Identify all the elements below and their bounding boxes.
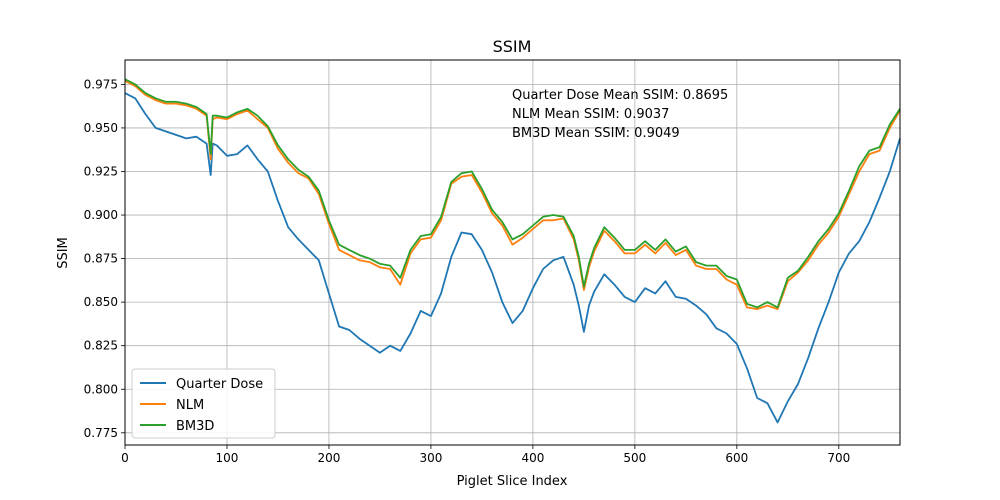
- y-tick-label: 0.800: [84, 382, 118, 396]
- series-line-bm3d: [124, 78, 901, 309]
- y-axis-label: SSIM: [56, 237, 71, 269]
- y-tick-label: 0.775: [84, 426, 118, 440]
- legend-label-bm3d: BM3D: [176, 419, 214, 434]
- chart-title: SSIM: [493, 37, 532, 56]
- x-tick-label: 0: [121, 451, 129, 465]
- x-tick-label: 500: [623, 451, 646, 465]
- axis-ticks: 0 100 200 300 400 500 600 700 0.775 0.800 0.825 0.8…: [84, 77, 851, 465]
- legend: Quarter Dose NLM BM3D: [131, 368, 276, 439]
- x-tick-label: 400: [521, 451, 544, 465]
- y-tick-label: 0.850: [84, 295, 118, 309]
- legend-label-nlm: NLM: [176, 398, 204, 413]
- x-tick-label: 200: [317, 451, 340, 465]
- x-axis-label: Piglet Slice Index: [457, 474, 568, 489]
- annotation-nlm: NLM Mean SSIM: 0.9037: [512, 107, 669, 122]
- y-tick-label: 0.825: [84, 339, 118, 353]
- legend-box: [131, 368, 276, 439]
- y-tick-label: 0.975: [84, 77, 118, 91]
- annotation-block: Quarter Dose Mean SSIM: 0.8695 NLM Mean …: [512, 88, 728, 141]
- series-lines: [124, 78, 901, 424]
- series-line-quarter-dose: [124, 92, 901, 424]
- y-tick-label: 0.900: [84, 208, 118, 222]
- y-tick-label: 0.875: [84, 252, 118, 266]
- annotation-quarter-dose: Quarter Dose Mean SSIM: 0.8695: [512, 88, 728, 103]
- x-tick-label: 600: [725, 451, 748, 465]
- series-line-nlm: [124, 80, 901, 311]
- x-tick-label: 100: [216, 451, 239, 465]
- y-tick-label: 0.925: [84, 164, 118, 178]
- plot-frame: [124, 59, 901, 446]
- annotation-bm3d: BM3D Mean SSIM: 0.9049: [512, 126, 680, 141]
- y-tick-label: 0.950: [84, 121, 118, 135]
- x-tick-label: 700: [827, 451, 850, 465]
- legend-label-quarter-dose: Quarter Dose: [176, 377, 263, 392]
- x-tick-label: 300: [419, 451, 442, 465]
